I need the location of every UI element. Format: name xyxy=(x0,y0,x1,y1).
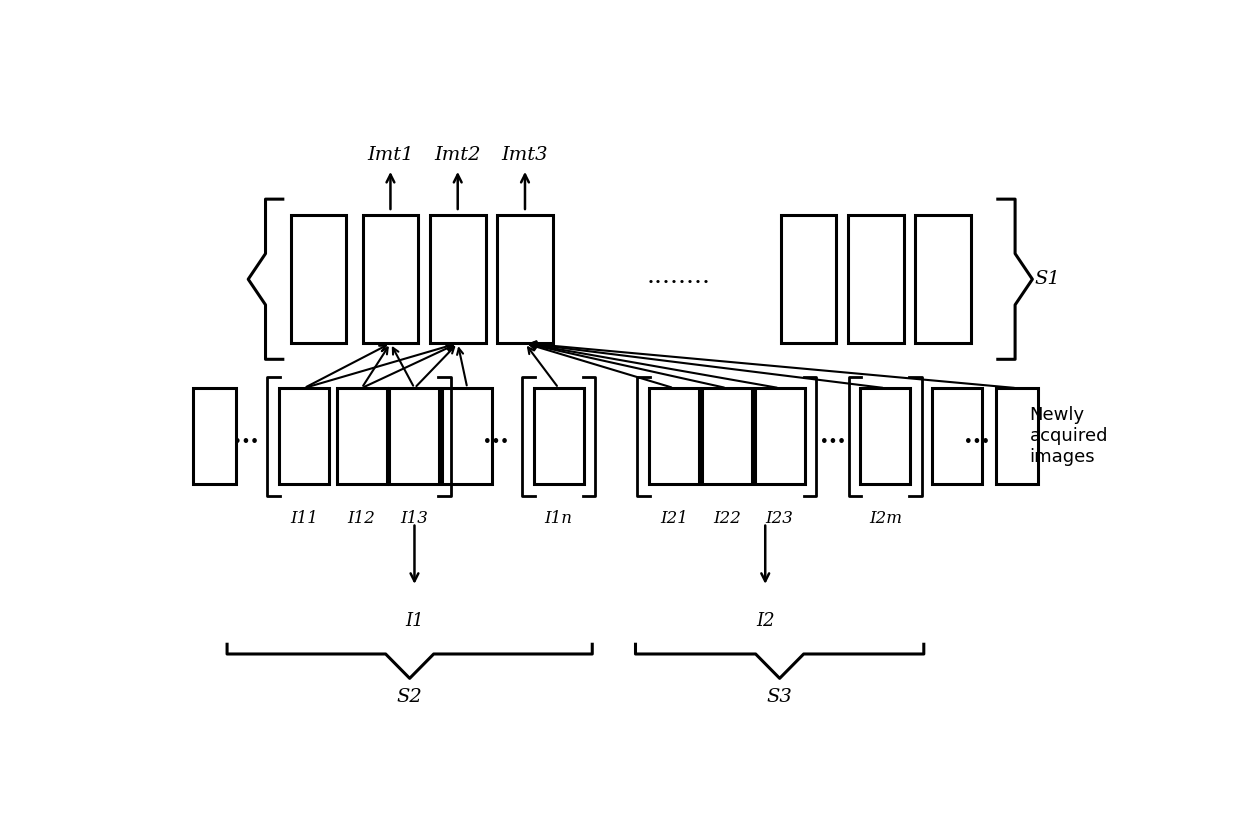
Bar xyxy=(781,215,836,344)
Text: S3: S3 xyxy=(766,688,792,706)
Text: I2: I2 xyxy=(756,612,775,631)
Text: Imt1: Imt1 xyxy=(367,146,414,164)
Bar xyxy=(932,388,982,484)
Bar xyxy=(915,215,971,344)
Bar xyxy=(497,215,553,344)
Text: S2: S2 xyxy=(397,688,423,706)
Bar xyxy=(430,215,486,344)
Bar xyxy=(290,215,346,344)
Text: I11: I11 xyxy=(290,510,317,527)
Bar xyxy=(755,388,805,484)
Bar xyxy=(996,388,1038,484)
Text: I23: I23 xyxy=(766,510,794,527)
Bar xyxy=(702,388,751,484)
Text: ...: ... xyxy=(820,424,846,448)
Bar xyxy=(533,388,584,484)
Text: I1: I1 xyxy=(405,612,424,631)
Text: Imt3: Imt3 xyxy=(502,146,548,164)
Text: Imt2: Imt2 xyxy=(434,146,481,164)
Text: I1n: I1n xyxy=(544,510,573,527)
Text: ...: ... xyxy=(484,424,510,448)
Bar xyxy=(336,388,387,484)
Text: Newly
acquired
images: Newly acquired images xyxy=(1029,406,1109,466)
Text: ........: ........ xyxy=(647,265,711,288)
Text: I2m: I2m xyxy=(869,510,901,527)
Bar xyxy=(193,388,236,484)
Bar xyxy=(443,388,492,484)
Text: ...: ... xyxy=(963,424,990,448)
Bar xyxy=(649,388,699,484)
Text: S1: S1 xyxy=(1034,270,1060,288)
Text: I22: I22 xyxy=(713,510,740,527)
Bar xyxy=(848,215,904,344)
Bar xyxy=(861,388,910,484)
Text: I13: I13 xyxy=(401,510,428,527)
Text: I21: I21 xyxy=(660,510,688,527)
Bar xyxy=(362,215,418,344)
Text: I12: I12 xyxy=(347,510,376,527)
Text: ...: ... xyxy=(233,424,259,448)
Bar xyxy=(389,388,439,484)
Bar xyxy=(279,388,329,484)
